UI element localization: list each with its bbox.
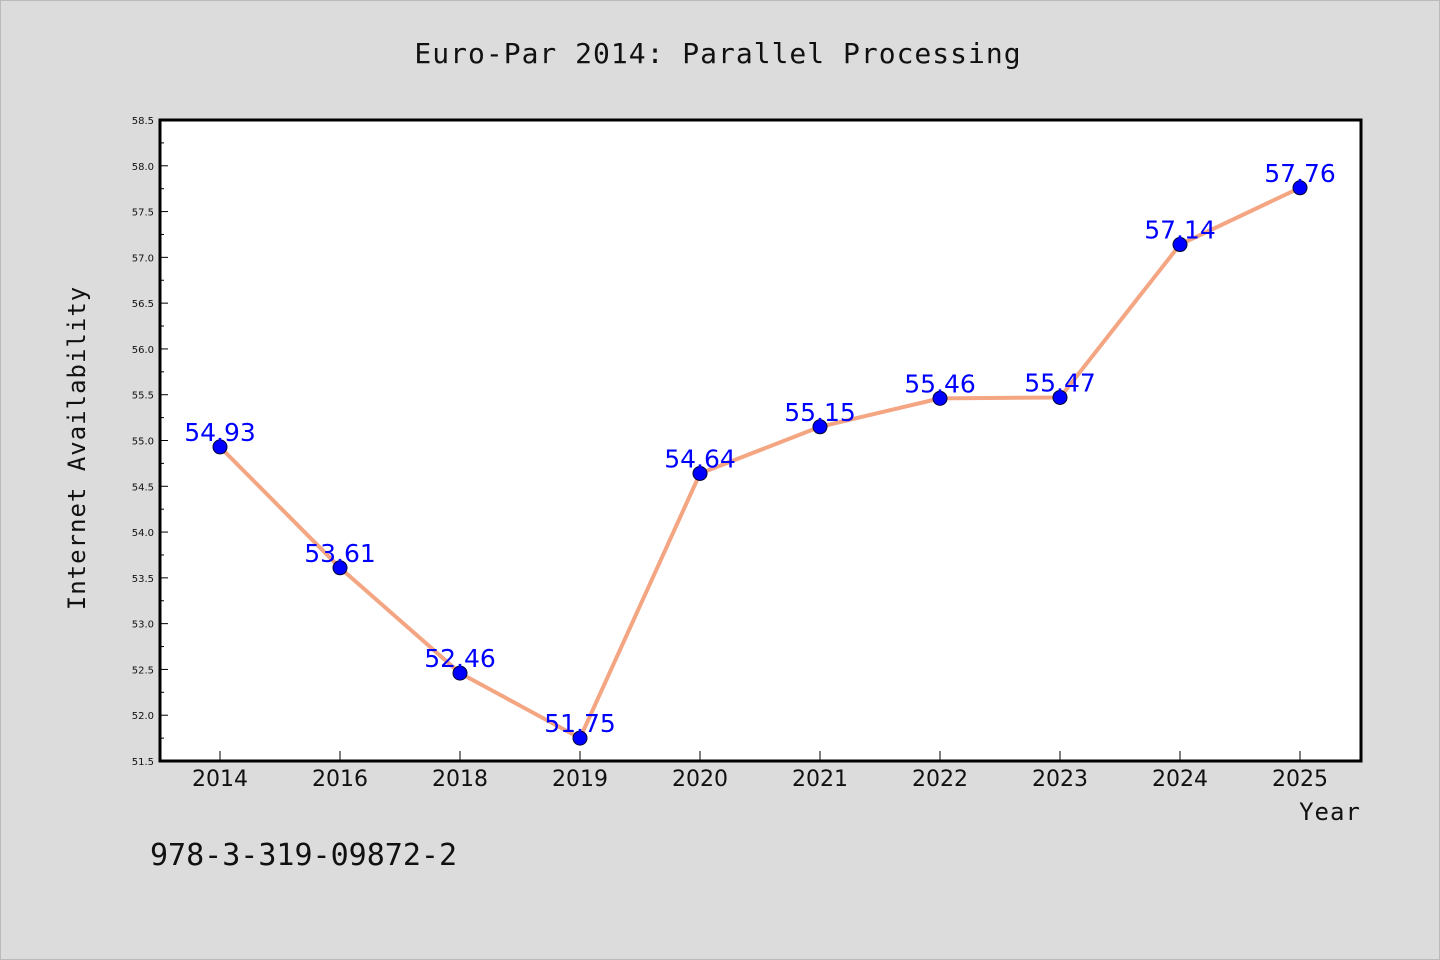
data-point xyxy=(812,419,828,435)
data-label: 52.46 xyxy=(424,644,496,673)
y-tick-label: 53.0 xyxy=(132,620,154,631)
data-point xyxy=(332,560,348,576)
y-tick-label: 58.5 xyxy=(132,116,154,127)
x-tick-label: 2023 xyxy=(1032,767,1088,792)
data-point xyxy=(572,730,588,746)
series-markers xyxy=(212,180,1308,746)
y-tick-label: 54.5 xyxy=(132,482,154,493)
y-tick-label: 56.0 xyxy=(132,345,154,356)
data-point xyxy=(692,465,708,481)
y-tick-label: 53.5 xyxy=(132,574,154,585)
data-label: 53.61 xyxy=(304,539,376,568)
plot-area xyxy=(160,120,1361,761)
y-tick-label: 55.5 xyxy=(132,391,154,402)
y-tick-label: 51.5 xyxy=(132,757,154,768)
data-label: 54.64 xyxy=(664,444,736,473)
x-tick-label: 2021 xyxy=(792,767,848,792)
y-tick-label: 54.0 xyxy=(132,528,154,539)
chart-title: Euro-Par 2014: Parallel Processing xyxy=(414,37,1021,70)
plot-frame xyxy=(158,118,1363,763)
data-point xyxy=(452,665,468,681)
x-axis: 2014 2016 2018 2019 2020 2021 2022 2023 2024 2025 xyxy=(192,751,1328,792)
y-tick-label: 57.5 xyxy=(132,208,154,219)
x-tick-label: 2024 xyxy=(1152,767,1208,792)
data-label: 55.15 xyxy=(784,398,856,427)
data-label: 51.75 xyxy=(544,709,616,738)
y-tick-label: 57.0 xyxy=(132,253,154,264)
data-point xyxy=(1292,180,1308,196)
data-point xyxy=(1172,237,1188,253)
data-labels: 54.93 53.61 52.46 51.75 54.64 55.15 55.46 55.47… xyxy=(184,159,1336,738)
data-point xyxy=(1052,389,1068,405)
y-tick-label: 52.5 xyxy=(132,665,154,676)
data-label: 57.76 xyxy=(1264,159,1336,188)
x-tick-label: 2019 xyxy=(552,767,608,792)
y-axis-label: Internet Availability xyxy=(63,286,91,610)
data-label: 54.93 xyxy=(184,418,256,447)
x-tick-label: 2020 xyxy=(672,767,728,792)
x-tick-label: 2025 xyxy=(1272,767,1328,792)
x-tick-label: 2022 xyxy=(912,767,968,792)
x-tick-label: 2014 xyxy=(192,767,248,792)
x-tick-label: 2016 xyxy=(312,767,368,792)
data-label: 55.47 xyxy=(1024,368,1096,397)
data-label: 55.46 xyxy=(904,369,976,398)
y-tick-label: 58.0 xyxy=(132,162,154,173)
series-line xyxy=(218,185,1301,741)
y-tick-label: 56.5 xyxy=(132,299,154,310)
y-axis: 51.5 52.0 52.5 53.0 53.5 54.0 54.5 55.0 55.5 56.0… xyxy=(132,116,168,768)
x-axis-label: Year xyxy=(1299,798,1361,826)
data-point xyxy=(212,439,228,455)
footer-isbn: 978-3-319-09872-2 xyxy=(150,838,457,873)
y-tick-label: 52.0 xyxy=(132,711,154,722)
data-label: 57.14 xyxy=(1144,216,1216,245)
series-polyline xyxy=(218,185,1301,741)
y-tick-label: 55.0 xyxy=(132,437,154,448)
x-tick-label: 2018 xyxy=(432,767,488,792)
data-point xyxy=(932,390,948,406)
